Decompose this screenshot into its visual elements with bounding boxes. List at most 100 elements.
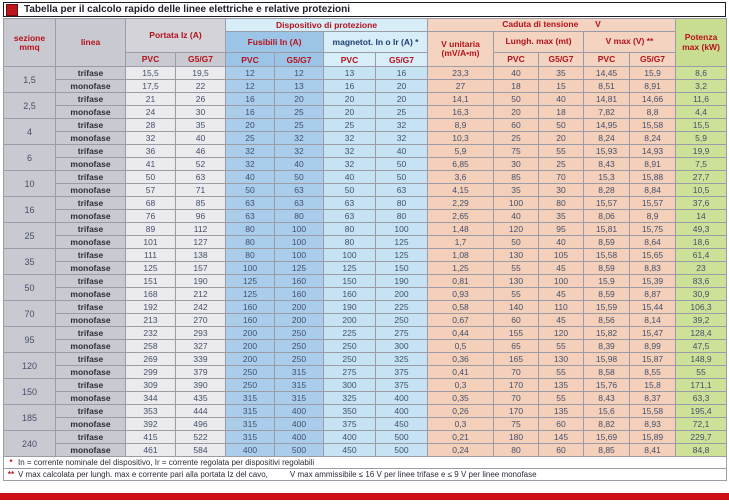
col-header-portata: Portata Iz (A) bbox=[124, 18, 227, 53]
value-cell: 160 bbox=[323, 287, 377, 301]
value-cell: 24 bbox=[125, 105, 176, 119]
value-cell: 0,24 bbox=[427, 443, 495, 457]
col-header-sezione-line2: mmq bbox=[19, 41, 40, 52]
value-cell: 225 bbox=[375, 300, 429, 314]
value-cell: 379 bbox=[174, 365, 227, 379]
value-cell: 100 bbox=[323, 248, 377, 262]
value-cell: 8,06 bbox=[583, 209, 631, 223]
value-cell: 250 bbox=[274, 352, 325, 366]
table-row: 2,5 trifase 21 26 16 20 20 20 14,1 50 40 14,81 14,66… bbox=[3, 92, 728, 119]
value-cell: 50 bbox=[493, 92, 540, 106]
sezione-cell: 2,5 bbox=[3, 92, 56, 119]
subcol-portata-pvc: PVC bbox=[125, 52, 176, 67]
table-row: 95 trifase 232 293 200 250 225 275 0,44 155 120 15,… bbox=[3, 326, 728, 353]
value-cell: 50 bbox=[375, 170, 429, 184]
value-cell: 168 bbox=[125, 287, 176, 301]
subcol-magnetot-pvc: PVC bbox=[323, 52, 377, 67]
value-cell: 392 bbox=[125, 417, 176, 431]
value-cell: 8,91 bbox=[629, 157, 677, 171]
value-cell: 400 bbox=[375, 404, 429, 418]
sezione-cell: 25 bbox=[3, 222, 56, 249]
value-cell: 112 bbox=[174, 222, 227, 236]
table-row: monofase 168 212 125 160 160 200 0,93 55 45 8,59 8,… bbox=[4, 287, 728, 301]
value-cell: 14,45 bbox=[583, 66, 631, 80]
value-cell: 17,5 bbox=[125, 79, 176, 93]
linea-cell: trifase bbox=[55, 92, 126, 106]
value-cell: 32 bbox=[274, 131, 325, 145]
value-cell: 80 bbox=[225, 235, 276, 249]
linea-cell: trifase bbox=[55, 196, 126, 210]
value-cell: 63 bbox=[274, 196, 325, 210]
value-cell: 4,4 bbox=[675, 105, 728, 119]
value-cell: 125 bbox=[375, 248, 429, 262]
value-cell: 75 bbox=[493, 417, 540, 431]
value-cell: 0,5 bbox=[427, 339, 495, 353]
linea-cell: monofase bbox=[55, 339, 126, 353]
value-cell: 25 bbox=[323, 118, 377, 132]
value-cell: 68 bbox=[125, 196, 176, 210]
value-cell: 100 bbox=[274, 222, 325, 236]
value-cell: 128,4 bbox=[675, 326, 728, 340]
value-cell: 55 bbox=[538, 339, 585, 353]
value-cell: 76 bbox=[125, 209, 176, 223]
table-row: monofase 213 270 160 200 200 250 0,67 60 45 8,56 8,… bbox=[4, 313, 728, 327]
value-cell: 45 bbox=[538, 287, 585, 301]
value-cell: 250 bbox=[225, 378, 276, 392]
value-cell: 200 bbox=[225, 339, 276, 353]
value-cell: 461 bbox=[125, 443, 176, 457]
col-header-v-max: V max (V) ** bbox=[583, 31, 677, 53]
value-cell: 157 bbox=[174, 261, 227, 275]
value-cell: 1,48 bbox=[427, 222, 495, 236]
value-cell: 3,6 bbox=[427, 170, 495, 184]
col-header-linea: linea bbox=[55, 18, 126, 67]
value-cell: 55 bbox=[538, 391, 585, 405]
value-cell: 522 bbox=[174, 430, 227, 444]
value-cell: 55 bbox=[493, 261, 540, 275]
value-cell: 96 bbox=[174, 209, 227, 223]
value-cell: 120 bbox=[493, 222, 540, 236]
value-cell: 8,59 bbox=[583, 235, 631, 249]
value-cell: 15,89 bbox=[629, 430, 677, 444]
value-cell: 8,64 bbox=[629, 235, 677, 249]
value-cell: 20 bbox=[323, 92, 377, 106]
table-row: monofase 125 157 100 125 125 150 1,25 55 45 8,59 8,… bbox=[4, 261, 728, 275]
value-cell: 150 bbox=[375, 261, 429, 275]
value-cell: 63 bbox=[174, 170, 227, 184]
value-cell: 85 bbox=[174, 196, 227, 210]
value-cell: 1,7 bbox=[427, 235, 495, 249]
value-cell: 8,9 bbox=[427, 118, 495, 132]
value-cell: 15,57 bbox=[583, 196, 631, 210]
table-row: 6 trifase 36 46 32 32 32 40 5,9 75 55 15,93 14,93 19,… bbox=[3, 144, 728, 171]
value-cell: 8,59 bbox=[583, 261, 631, 275]
table-row: 240 trifase 415 522 315 400 400 500 0,21 180 145 15… bbox=[3, 430, 728, 457]
value-cell: 70 bbox=[538, 170, 585, 184]
value-cell: 15,58 bbox=[629, 118, 677, 132]
value-cell: 325 bbox=[323, 391, 377, 405]
value-cell: 39,2 bbox=[675, 313, 728, 327]
value-cell: 5,9 bbox=[675, 131, 728, 145]
value-cell: 30,9 bbox=[675, 287, 728, 301]
linea-cell: monofase bbox=[55, 79, 126, 93]
value-cell: 75 bbox=[493, 144, 540, 158]
value-cell: 15,8 bbox=[629, 378, 677, 392]
table-row: monofase 32 40 25 32 32 32 10,3 25 20 8,24 8,24 5,9 bbox=[4, 131, 728, 145]
value-cell: 0,3 bbox=[427, 417, 495, 431]
linea-cell: monofase bbox=[55, 235, 126, 249]
value-cell: 100 bbox=[493, 196, 540, 210]
table-footer: * In = corrente nominale del dispositivo,… bbox=[2, 456, 728, 481]
col-header-v-unitaria: V unitaria (mV/A•m) bbox=[427, 31, 495, 67]
value-cell: 80 bbox=[375, 209, 429, 223]
value-cell: 250 bbox=[225, 365, 276, 379]
footnote-2-marker: ** bbox=[7, 470, 15, 479]
linea-cell: trifase bbox=[55, 222, 126, 236]
value-cell: 25 bbox=[493, 131, 540, 145]
value-cell: 0,35 bbox=[427, 391, 495, 405]
value-cell: 400 bbox=[323, 430, 377, 444]
linea-cell: monofase bbox=[55, 209, 126, 223]
value-cell: 70 bbox=[493, 391, 540, 405]
sezione-cell: 16 bbox=[3, 196, 56, 223]
value-cell: 180 bbox=[493, 430, 540, 444]
value-cell: 8,91 bbox=[629, 79, 677, 93]
value-cell: 32 bbox=[323, 144, 377, 158]
value-cell: 18,6 bbox=[675, 235, 728, 249]
